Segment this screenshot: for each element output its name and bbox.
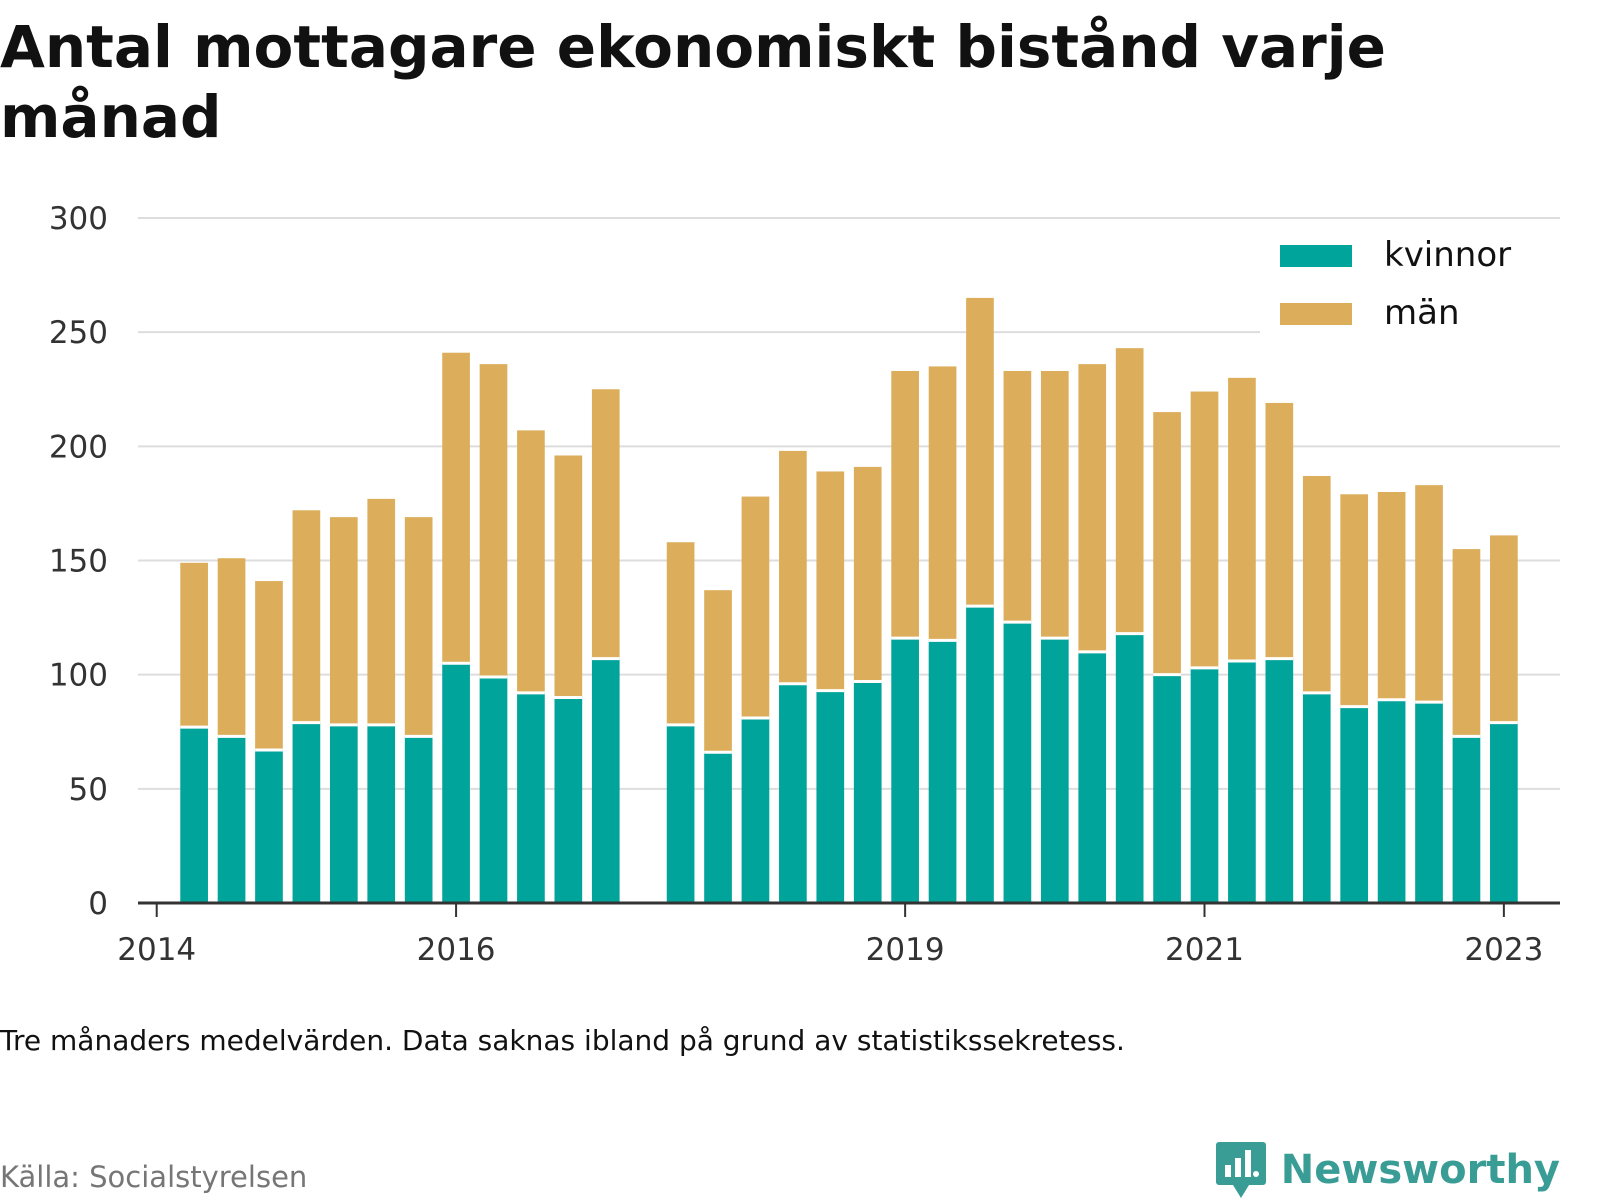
legend: kvinnor män (1260, 230, 1560, 348)
bar-man (517, 430, 545, 693)
y-tick-label: 300 (49, 201, 108, 237)
bar-kvinnor (779, 683, 807, 903)
bar-man (1377, 492, 1406, 700)
bar-kvinnor (404, 736, 433, 903)
bar-man (180, 562, 208, 728)
bar-man (816, 471, 845, 691)
bar-man (666, 542, 695, 725)
bar-man (1078, 364, 1107, 652)
bar-man (704, 590, 732, 753)
bar-man (292, 510, 321, 723)
bar-kvinnor (1190, 667, 1219, 903)
bar-kvinnor (1377, 699, 1406, 903)
bar-man (891, 370, 919, 639)
bar-man (554, 455, 583, 698)
bar-kvinnor (292, 722, 321, 903)
bar-man (442, 352, 470, 664)
bar-kvinnor (367, 724, 396, 903)
bar-man (1153, 412, 1181, 675)
bar-man (591, 389, 620, 659)
bar-kvinnor (479, 676, 508, 903)
bar-kvinnor (1115, 633, 1144, 903)
y-tick-label: 0 (88, 886, 108, 922)
x-tick-label: 2021 (1165, 932, 1244, 968)
y-tick-label: 200 (49, 429, 108, 465)
brand: Newsworthy (1215, 1140, 1560, 1200)
bar-man (1115, 348, 1144, 634)
x-tick-label: 2019 (866, 932, 945, 968)
bar-man (217, 558, 246, 737)
legend-swatch (1280, 245, 1352, 267)
bar-man (329, 517, 358, 725)
bar-man (1415, 485, 1443, 703)
y-tick-label: 250 (49, 315, 108, 351)
legend-label: män (1384, 293, 1460, 333)
y-tick-label: 50 (69, 772, 108, 808)
y-tick-label: 100 (49, 658, 108, 694)
bar-kvinnor (442, 663, 470, 903)
bar-man (367, 498, 396, 725)
bar-kvinnor (741, 718, 770, 903)
bar-kvinnor (329, 724, 358, 903)
bar-kvinnor (180, 727, 208, 903)
bar-man (1190, 391, 1219, 668)
bar-kvinnor (591, 658, 620, 903)
bar-kvinnor (517, 692, 545, 903)
bar-kvinnor (1265, 658, 1294, 903)
bar-kvinnor (1340, 706, 1369, 903)
x-tick-label: 2023 (1464, 932, 1543, 968)
bar-kvinnor (1452, 736, 1481, 903)
bar-man (928, 366, 957, 641)
bar-kvinnor (1302, 692, 1331, 903)
y-tick-label: 150 (49, 544, 108, 580)
bar-kvinnor (704, 752, 732, 903)
bar-man (1302, 476, 1331, 693)
bar-man (1452, 549, 1481, 737)
bar-kvinnor (1490, 722, 1518, 903)
bar-kvinnor (1228, 660, 1256, 903)
x-axis: 2014 2016 2019 2021 2023 (117, 901, 1560, 968)
legend-label: kvinnor (1384, 235, 1511, 275)
bar-man (1490, 535, 1518, 723)
bar-kvinnor (666, 724, 695, 903)
bar-man (853, 466, 882, 682)
bar-kvinnor (1153, 674, 1181, 903)
bar-man (741, 496, 770, 719)
bar-man (1340, 494, 1369, 707)
bar-man (1265, 402, 1294, 659)
bar-kvinnor (1078, 651, 1107, 903)
bar-kvinnor (928, 640, 957, 903)
bar-kvinnor (1003, 622, 1032, 903)
bar-man (1003, 370, 1032, 623)
x-tick-label: 2016 (417, 932, 496, 968)
brand-name: Newsworthy (1280, 1147, 1560, 1193)
chart-title: Antal mottagare ekonomiskt bistånd varje… (0, 13, 1386, 151)
bar-kvinnor (816, 690, 845, 903)
bar-kvinnor (966, 606, 994, 903)
bar-man (1228, 377, 1256, 661)
footnote: Tre månaders medelvärden. Data saknas ib… (0, 1024, 1125, 1057)
source-note: Källa: Socialstyrelsen (0, 1160, 308, 1194)
y-axis-tick-labels: 0 50 100 150 200 250 300 (49, 201, 108, 922)
bar-man (779, 450, 807, 684)
bar-kvinnor (1415, 702, 1443, 903)
bar-kvinnor (217, 736, 246, 903)
legend-swatch (1280, 303, 1352, 325)
x-tick-label: 2014 (117, 932, 196, 968)
bar-man (479, 364, 508, 677)
bar-kvinnor (255, 750, 283, 903)
bar-kvinnor (853, 681, 882, 903)
bar-man (966, 297, 994, 607)
bar-kvinnor (1040, 638, 1069, 903)
bar-man (255, 581, 283, 751)
bar-man (404, 517, 433, 737)
bar-man (1040, 370, 1069, 639)
bar-kvinnor (891, 638, 919, 903)
bars (180, 297, 1518, 903)
newsworthy-logo-icon (1215, 1142, 1266, 1198)
bar-kvinnor (554, 697, 583, 903)
